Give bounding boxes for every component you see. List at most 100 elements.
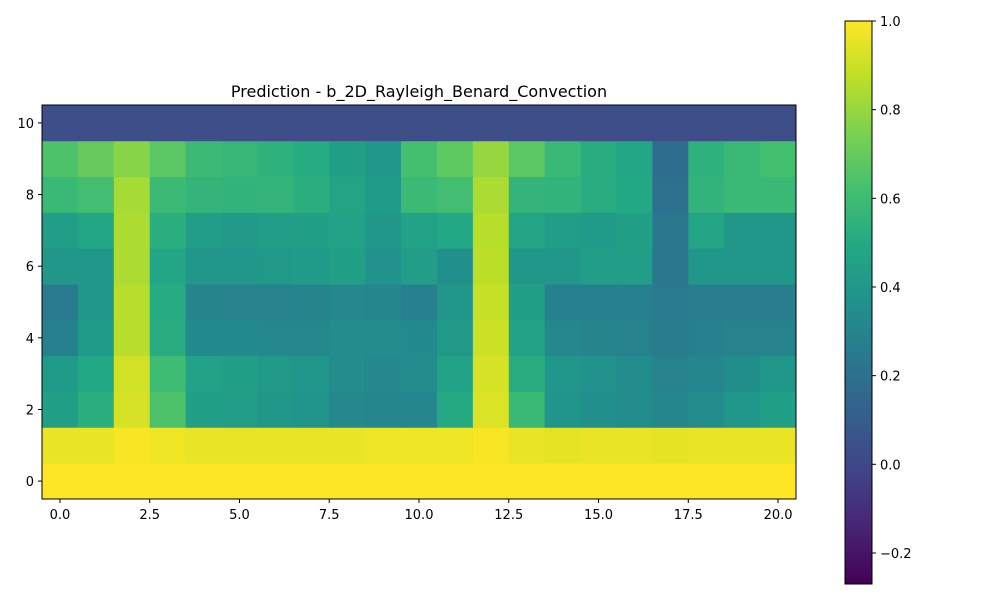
heatmap-cell xyxy=(508,284,546,321)
heatmap-cell xyxy=(329,319,366,357)
heatmap-cell xyxy=(688,463,725,500)
heatmap-cell xyxy=(293,212,330,249)
heatmap-cell xyxy=(113,463,151,500)
heatmap-cell xyxy=(113,319,151,357)
heatmap-cell xyxy=(508,463,546,500)
heatmap-cell xyxy=(329,212,366,249)
heatmap-cell xyxy=(113,284,151,321)
heatmap-cell xyxy=(293,355,330,392)
colorbar-tick-label: 0.0 xyxy=(880,458,901,473)
heatmap-cell xyxy=(329,391,366,428)
heatmap-cell xyxy=(616,105,653,142)
heatmap-cell xyxy=(760,284,797,321)
heatmap-cell xyxy=(508,355,546,392)
heatmap-cell xyxy=(221,427,258,464)
heatmap-cell xyxy=(436,391,474,428)
heatmap-cell xyxy=(724,248,761,285)
heatmap-cell xyxy=(401,391,438,428)
heatmap-cell xyxy=(580,427,617,464)
heatmap-cell xyxy=(508,176,546,213)
heatmap-cell xyxy=(616,176,653,213)
heatmap-cell xyxy=(544,427,581,464)
y-tick-label: 10 xyxy=(17,117,34,132)
heatmap-cell xyxy=(616,212,653,249)
heatmap-cell xyxy=(760,391,797,428)
colorbar-tick-label: −0.2 xyxy=(880,547,912,562)
heatmap-cell xyxy=(724,140,761,178)
heatmap-cell xyxy=(724,284,761,321)
heatmap-cell xyxy=(688,427,725,464)
heatmap-cell xyxy=(329,140,366,178)
heatmap-cell xyxy=(329,284,366,321)
heatmap-cell xyxy=(257,212,294,249)
heatmap-cell xyxy=(42,140,79,178)
heatmap-cell xyxy=(221,176,258,213)
heatmap-cell xyxy=(185,105,222,142)
heatmap-cell xyxy=(688,391,725,428)
heatmap-cell xyxy=(185,319,222,357)
heatmap-cell xyxy=(42,427,79,464)
colorbar-tick-label: 0.2 xyxy=(880,370,901,385)
heatmap-cell xyxy=(257,463,294,500)
heatmap-cell xyxy=(149,140,187,178)
heatmap-cell xyxy=(724,319,761,357)
heatmap-cell xyxy=(652,248,689,285)
heatmap-cell xyxy=(544,284,581,321)
heatmap-cell xyxy=(544,391,581,428)
heatmap-cell xyxy=(580,105,617,142)
heatmap-cell xyxy=(42,391,79,428)
heatmap-cell xyxy=(221,248,258,285)
heatmap-cell xyxy=(401,176,438,213)
heatmap-cell xyxy=(472,391,510,428)
heatmap-cell xyxy=(652,463,689,500)
x-tick-label: 10.0 xyxy=(405,508,434,523)
heatmap-cell xyxy=(652,212,689,249)
heatmap-cell xyxy=(508,427,546,464)
y-tick-label: 6 xyxy=(26,260,34,275)
heatmap-cell xyxy=(293,463,330,500)
x-tick-label: 17.5 xyxy=(674,508,703,523)
heatmap-cell xyxy=(652,140,689,178)
heatmap-cell xyxy=(113,105,151,142)
heatmap-cell xyxy=(185,427,222,464)
y-tick-label: 0 xyxy=(26,475,34,490)
heatmap-cell xyxy=(688,105,725,142)
heatmap-cell xyxy=(257,284,294,321)
heatmap-cell xyxy=(149,284,187,321)
heatmap-cell xyxy=(724,355,761,392)
heatmap-cell xyxy=(113,391,151,428)
heatmap-cell xyxy=(472,212,510,249)
heatmap-cell xyxy=(149,319,187,357)
heatmap-cell xyxy=(436,176,474,213)
heatmap-cell xyxy=(401,427,438,464)
heatmap-cell xyxy=(724,391,761,428)
heatmap-cell xyxy=(436,427,474,464)
heatmap-cell xyxy=(221,105,258,142)
heatmap-cell xyxy=(544,463,581,500)
heatmap-cell xyxy=(257,140,294,178)
heatmap-cell xyxy=(257,105,294,142)
heatmap-cell xyxy=(760,176,797,213)
heatmap-cell xyxy=(401,319,438,357)
heatmap-cell xyxy=(77,248,115,285)
heatmap-cell xyxy=(436,319,474,357)
heatmap-cell xyxy=(185,355,222,392)
heatmap-cell xyxy=(616,391,653,428)
heatmap-cell xyxy=(616,140,653,178)
heatmap-cell xyxy=(42,319,79,357)
heatmap-cell xyxy=(688,355,725,392)
heatmap-cell xyxy=(77,391,115,428)
heatmap-cell xyxy=(688,212,725,249)
heatmap-cell xyxy=(293,319,330,357)
heatmap-cell xyxy=(580,284,617,321)
heatmap-cell xyxy=(688,319,725,357)
heatmap-cell xyxy=(149,355,187,392)
heatmap-cell xyxy=(365,105,402,142)
heatmap-cell xyxy=(436,140,474,178)
heatmap-cell xyxy=(257,427,294,464)
heatmap-cell xyxy=(42,176,79,213)
heatmap-cell xyxy=(616,355,653,392)
heatmap-cell xyxy=(329,463,366,500)
heatmap-cell xyxy=(221,463,258,500)
